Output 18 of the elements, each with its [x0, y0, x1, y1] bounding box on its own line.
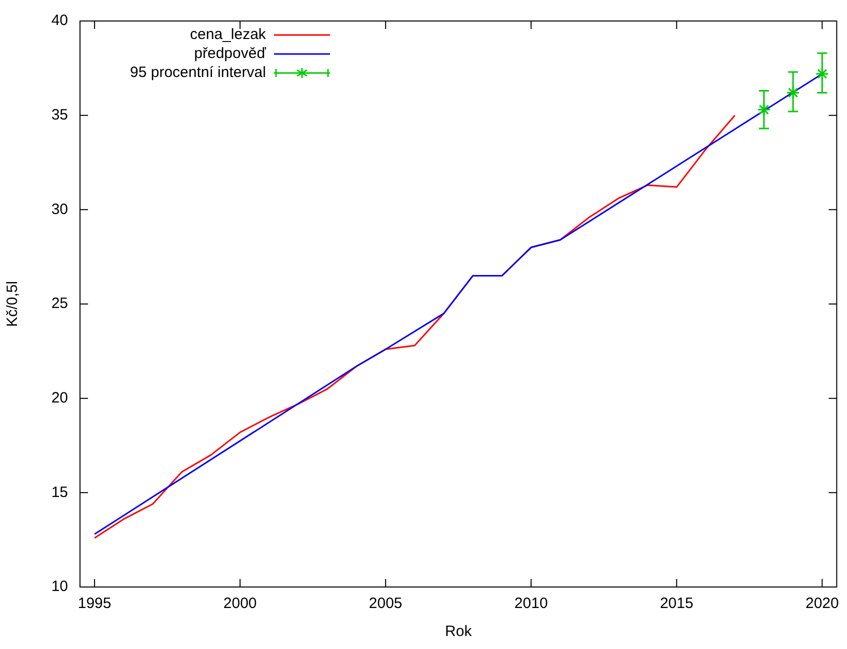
y-tick-label: 20: [51, 389, 68, 406]
y-tick-label: 40: [51, 12, 68, 30]
x-tick-label: 1995: [78, 595, 112, 612]
x-tick-label: 2015: [660, 595, 694, 612]
x-axis-title: Rok: [445, 623, 472, 640]
y-axis-title: Kč/0,5l: [4, 281, 22, 327]
y-tick-label: 15: [51, 484, 68, 501]
y-tick-label: 10: [51, 578, 68, 596]
y-tick-label: 30: [51, 200, 68, 218]
x-tick-label: 2020: [805, 595, 839, 612]
legend-label: cena_lezak: [190, 25, 266, 44]
legend-label: předpověď: [194, 44, 266, 63]
x-tick-label: 2000: [223, 595, 257, 612]
x-tick-label: 2010: [514, 595, 548, 612]
y-tick-label: 25: [51, 295, 68, 312]
y-tick-label: 35: [51, 106, 68, 124]
x-tick-label: 2005: [368, 595, 402, 612]
legend-label: 95 procentní interval: [130, 63, 266, 82]
